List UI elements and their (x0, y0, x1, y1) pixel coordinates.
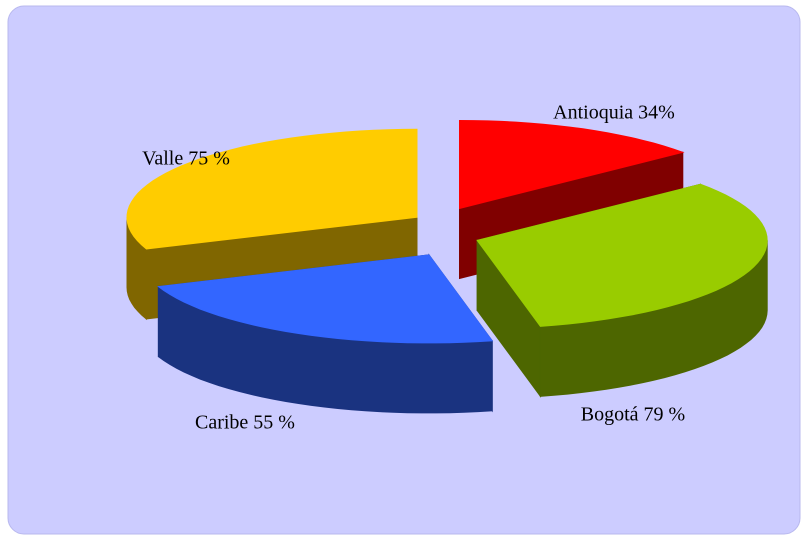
data-label: Bogotá 79 % (581, 404, 685, 426)
slice (476, 183, 768, 327)
data-label: Antioquia 34% (553, 102, 675, 124)
slice (157, 254, 494, 344)
slice (459, 119, 685, 210)
slice (126, 128, 418, 250)
data-label: Valle 75 % (142, 148, 230, 170)
data-label: Caribe 55 % (195, 412, 295, 434)
